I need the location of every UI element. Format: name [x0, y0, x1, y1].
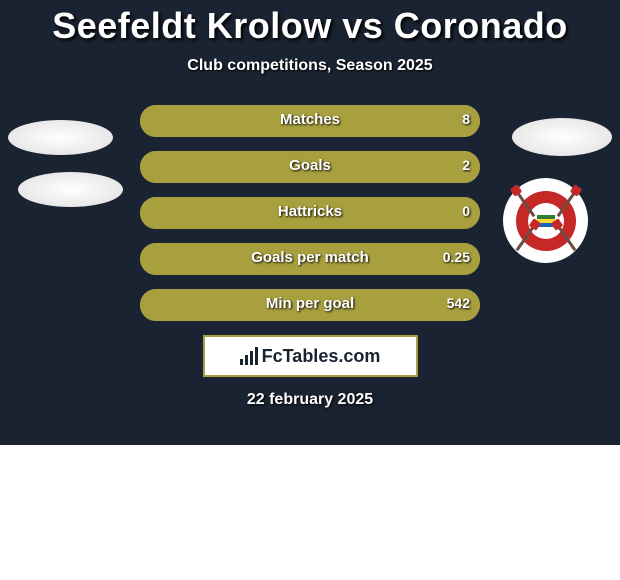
stat-row-min-per-goal: Min per goal 542 [140, 289, 480, 321]
subtitle: Club competitions, Season 2025 [0, 57, 620, 75]
stat-label: Min per goal [140, 295, 480, 312]
date-line: 22 february 2025 [0, 391, 620, 409]
stat-value-right: 2 [462, 157, 470, 173]
stat-row-goals-per-match: Goals per match 0.25 [140, 243, 480, 275]
stat-value-right: 0 [462, 203, 470, 219]
stat-label: Hattricks [140, 203, 480, 220]
signal-icon [240, 347, 258, 365]
comparison-card: Seefeldt Krolow vs Coronado Club competi… [0, 0, 620, 445]
stat-value-right: 8 [462, 111, 470, 127]
stat-label: Matches [140, 111, 480, 128]
stat-label: Goals per match [140, 249, 480, 266]
brand-text: FcTables.com [262, 346, 381, 367]
stat-value-right: 0.25 [443, 249, 470, 265]
stat-value-right: 542 [447, 295, 470, 311]
stat-row-matches: Matches 8 [140, 105, 480, 137]
stats-area: Matches 8 Goals 2 Hattricks 0 Goals per … [0, 105, 620, 321]
stat-label: Goals [140, 157, 480, 174]
page-title: Seefeldt Krolow vs Coronado [0, 5, 620, 47]
stat-row-goals: Goals 2 [140, 151, 480, 183]
brand-box[interactable]: FcTables.com [203, 335, 418, 377]
stat-row-hattricks: Hattricks 0 [140, 197, 480, 229]
